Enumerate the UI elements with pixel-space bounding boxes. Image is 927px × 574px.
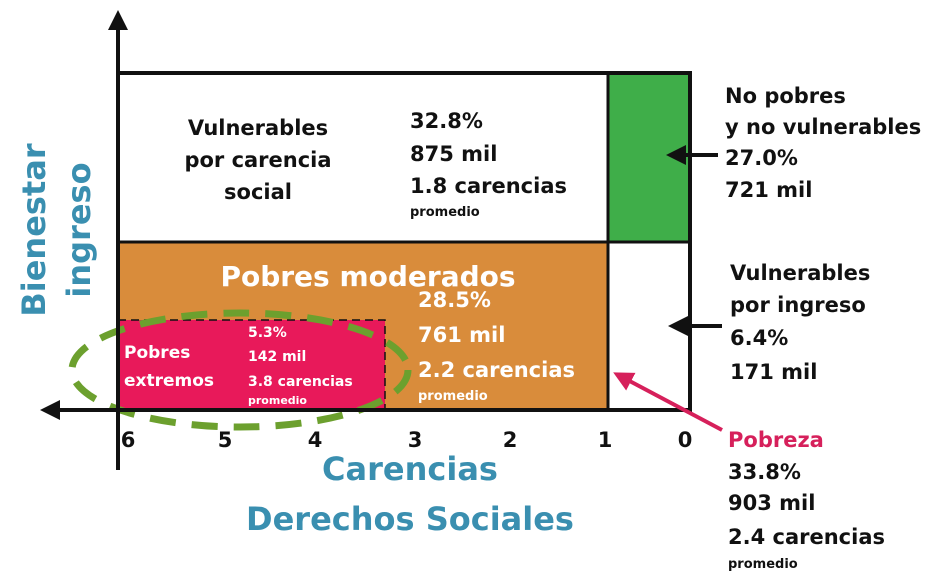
stat: 903 mil (728, 491, 815, 515)
y-axis-label: Bienestar (15, 143, 53, 316)
stat: 28.5% (418, 288, 491, 312)
stat: 2.4 carencias (728, 525, 885, 549)
stat: 2.2 carencias (418, 358, 575, 382)
stat: 3.8 carencias (248, 374, 353, 390)
label: Pobres (124, 343, 190, 363)
x-tick-label: 2 (503, 428, 518, 452)
arrow (613, 372, 723, 432)
stat: 721 mil (725, 178, 812, 202)
no-pobres-area (608, 73, 690, 242)
x-tick-label: 6 (121, 428, 136, 452)
title: Pobres moderados (220, 260, 515, 293)
x-tick-label: 0 (678, 428, 693, 452)
stat: 761 mil (418, 323, 505, 347)
stat: 1.8 carencias (410, 174, 567, 198)
x-ticks: 6 5 4 3 2 1 0 (121, 428, 693, 452)
note: promedio (418, 389, 488, 404)
stat: 142 mil (248, 349, 306, 365)
stat: 33.8% (728, 460, 801, 484)
x-tick-label: 5 (218, 428, 233, 452)
x-tick-label: 3 (408, 428, 423, 452)
x-tick-label: 1 (598, 428, 613, 452)
extremos-ellipse (68, 309, 412, 431)
label: y no vulnerables (725, 115, 921, 139)
stat: 27.0% (725, 146, 798, 170)
label: No pobres (725, 84, 846, 108)
x-axis-label: Carencias (322, 450, 498, 488)
label: por ingreso (730, 293, 866, 317)
note: promedio (248, 394, 307, 407)
note: promedio (728, 557, 798, 572)
label: por carencia (184, 148, 331, 172)
stat: 32.8% (410, 109, 483, 133)
title: Pobreza (728, 428, 824, 452)
label: Vulnerables (730, 261, 870, 285)
label: extremos (124, 371, 214, 391)
stat: 875 mil (410, 142, 497, 166)
stat: 5.3% (248, 325, 287, 341)
stat: 171 mil (730, 360, 817, 384)
pobres-extremos-area (117, 319, 386, 411)
vulnerable-carencia-area (118, 73, 608, 242)
x-axis-label: Derechos Sociales (246, 500, 574, 538)
x-tick-label: 4 (308, 428, 323, 452)
label: Vulnerables (188, 116, 328, 140)
y-axis-label: ingreso (60, 162, 98, 297)
label: social (224, 180, 292, 204)
note: promedio (410, 205, 480, 220)
stat: 6.4% (730, 326, 788, 350)
